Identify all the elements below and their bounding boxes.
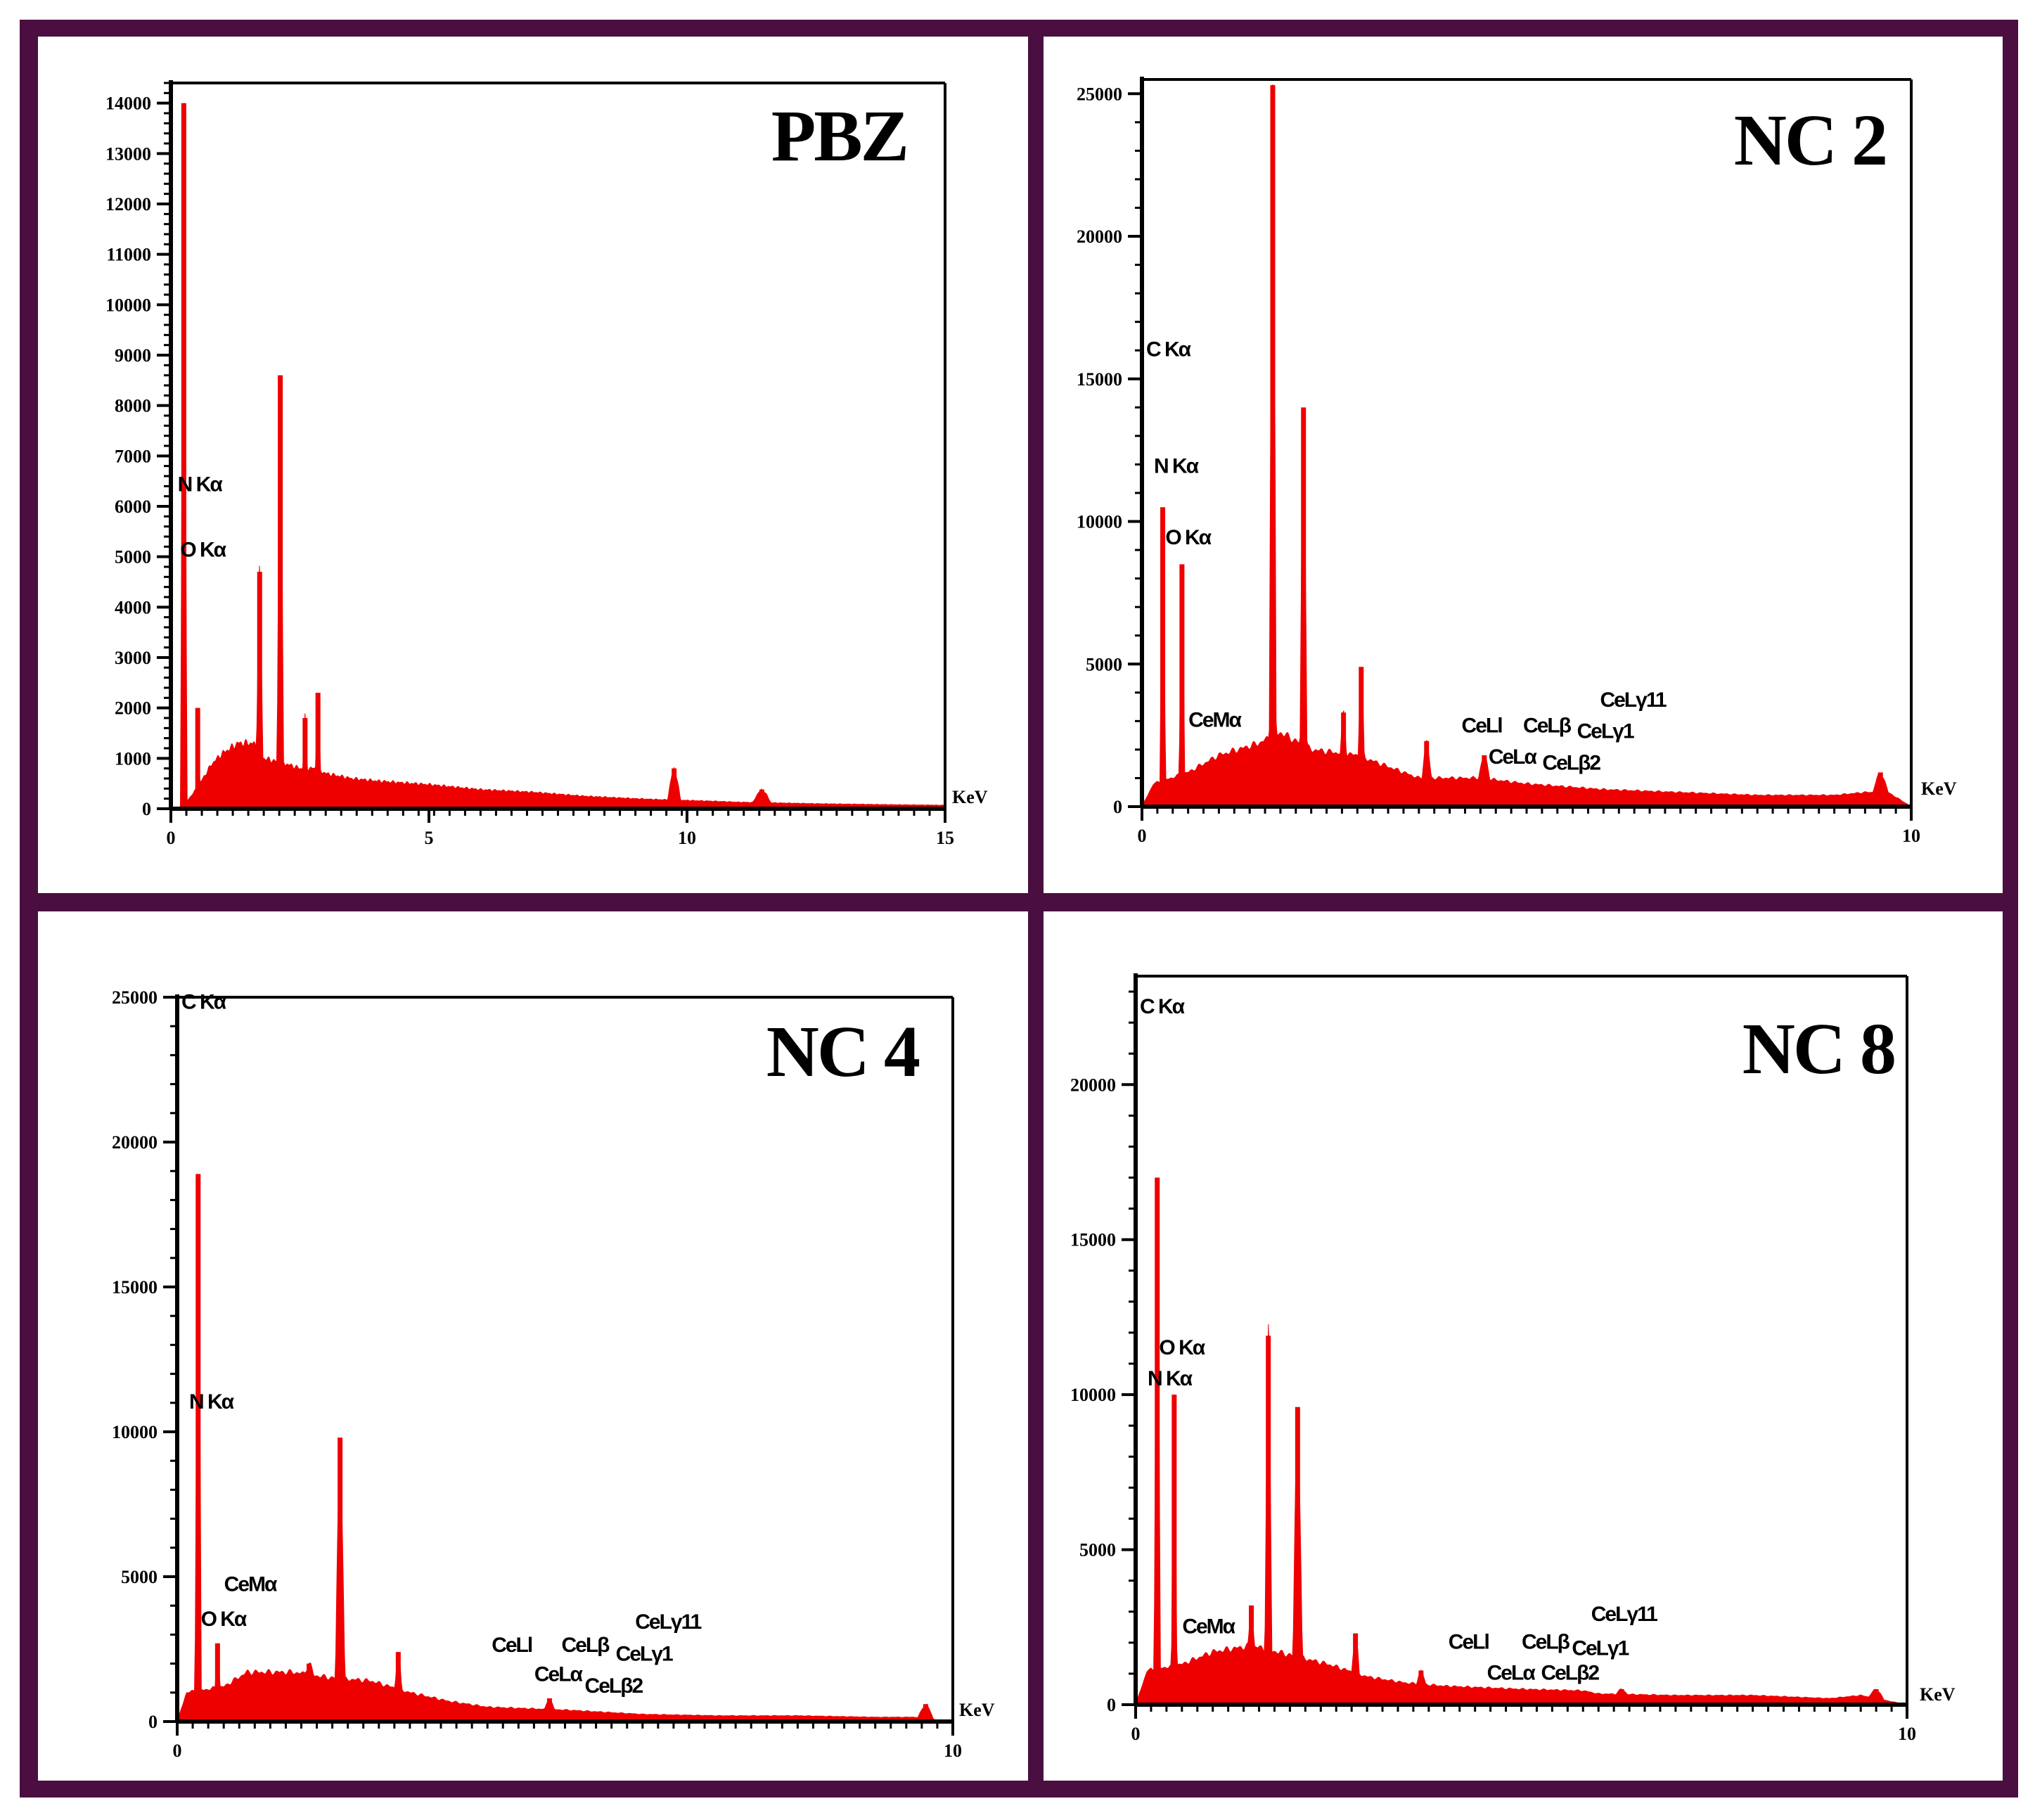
panel-bg-nc4 [38,911,1028,1781]
y-tick-label: 20000 [112,1132,158,1153]
peak-annotation: N Kα [189,1390,235,1414]
x-tick-label: 10 [944,1741,962,1761]
peak-annotation: CeLγ1 [1577,720,1634,743]
x-tick-label: 0 [167,828,176,848]
nc4-spectrum-panel: 0 5000 10000 15000 20000 25000 0 10 C Kα N Kα CeMα… [112,987,995,1761]
peak-annotation: CeLβ [561,1634,610,1657]
y-tick-label: 15000 [112,1277,158,1297]
peak-annotation: CeMα [224,1573,278,1596]
y-tick-label: 7000 [115,446,151,466]
nc8-spectrum-panel: 0 5000 10000 15000 20000 0 10 C Kα O Kα N Kα CeMα C… [1070,973,1956,1744]
y-tick-label: 5000 [1079,1540,1116,1561]
y-tick-label: 25000 [1077,84,1122,104]
y-tick-label: 20000 [1077,226,1122,247]
y-tick-label: 1000 [115,748,151,769]
peak-annotation: CeLγ1 [616,1642,673,1665]
x-axis-unit-label: KeV [1921,778,1957,799]
peak-annotation: CeLγ11 [1600,688,1666,712]
x-axis-unit-label: KeV [1920,1684,1956,1705]
peak-annotation: O Kα [180,539,226,562]
peak-annotation: CeLβ [1523,714,1572,738]
peak-annotation: C Kα [181,990,227,1013]
chart-title: NC 8 [1742,1008,1894,1089]
y-tick-label: 3000 [115,648,151,668]
y-tick-label: 8000 [115,396,151,416]
y-tick-label: 13000 [105,143,151,164]
y-tick-label: 5000 [115,547,151,568]
y-tick-label: 9000 [115,345,151,366]
y-tick-label: 6000 [115,496,151,517]
peak-annotation: CeLγ11 [635,1610,701,1634]
peak-annotation: N Kα [178,473,224,496]
x-axis-unit-label: KeV [952,787,988,807]
y-tick-label: 0 [1107,1695,1116,1715]
x-tick-label: 10 [678,828,696,848]
peak-annotation: CeLβ2 [1542,751,1600,774]
peak-annotation: O Kα [201,1608,248,1631]
peak-annotation: C Kα [1146,338,1192,361]
y-tick-label: 12000 [105,194,151,214]
x-tick-label: 0 [173,1741,182,1761]
peak-annotation: N Kα [1154,455,1200,478]
x-tick-label: 5 [425,828,434,848]
y-tick-label: 0 [1113,797,1122,817]
y-tick-label: 5000 [121,1567,158,1587]
y-tick-label: 10000 [112,1422,158,1442]
peak-annotation: CeLβ [1522,1631,1570,1654]
x-tick-label: 15 [936,828,954,848]
x-tick-label: 10 [1902,826,1920,846]
peak-annotation: CeLα [1489,745,1538,769]
peak-annotation: CeLα [1487,1662,1536,1685]
peak-annotation: N Kα [1148,1367,1193,1390]
peak-annotation: CeMα [1182,1615,1235,1639]
y-tick-label: 10000 [105,295,151,315]
y-tick-label: 25000 [112,987,158,1008]
chart-title: NC 2 [1734,100,1886,181]
y-tick-label: 4000 [115,597,151,617]
y-tick-label: 5000 [1086,654,1122,674]
spectrum-area [171,144,946,809]
x-tick-label: 10 [1898,1724,1916,1744]
peak-annotation: CeLβ2 [1541,1662,1599,1685]
peak-annotation: O Kα [1165,526,1212,549]
y-tick-label: 15000 [1077,369,1122,390]
y-tick-label: 10000 [1077,512,1122,532]
peak-annotation: CeLγ1 [1572,1636,1629,1660]
peak-annotation: CeLα [534,1662,584,1686]
peak-annotation: CeLl [492,1634,532,1657]
peak-annotation: O Kα [1159,1336,1205,1359]
peak-annotation: CeLl [1462,714,1503,738]
y-tick-label: 2000 [115,698,151,719]
y-tick-label: 14000 [105,94,151,114]
spectrum-area [1135,1183,1908,1705]
panel-bg-nc2 [1044,37,2003,893]
x-tick-label: 0 [1131,1724,1141,1744]
y-tick-label: 15000 [1070,1230,1116,1250]
y-tick-label: 11000 [106,245,151,265]
chart-title: PBZ [771,96,907,177]
peak-annotation: CeLβ2 [585,1674,643,1698]
nc2-spectrum-panel: 0 5000 10000 15000 20000 25000 0 10 C Kα N Kα O Kα… [1077,77,1957,846]
peak-annotation: CeMα [1188,708,1242,731]
panel-bg-nc8 [1044,911,2003,1781]
peak-annotation: CeLl [1449,1631,1489,1654]
chart-title: NC 4 [766,1011,920,1092]
peak-annotation: C Kα [1140,995,1186,1018]
pbz-spectrum-panel: 0100020003000400050006000700080009000100… [105,80,988,848]
y-tick-label: 10000 [1070,1385,1116,1405]
x-tick-label: 0 [1138,826,1147,846]
y-tick-label: 20000 [1070,1075,1116,1095]
x-axis-unit-label: KeV [959,1700,995,1720]
y-tick-label: 0 [142,799,151,819]
panel-bg-pbz [38,37,1028,893]
peak-annotation: CeLγ11 [1591,1603,1657,1626]
y-tick-label: 0 [148,1712,158,1732]
